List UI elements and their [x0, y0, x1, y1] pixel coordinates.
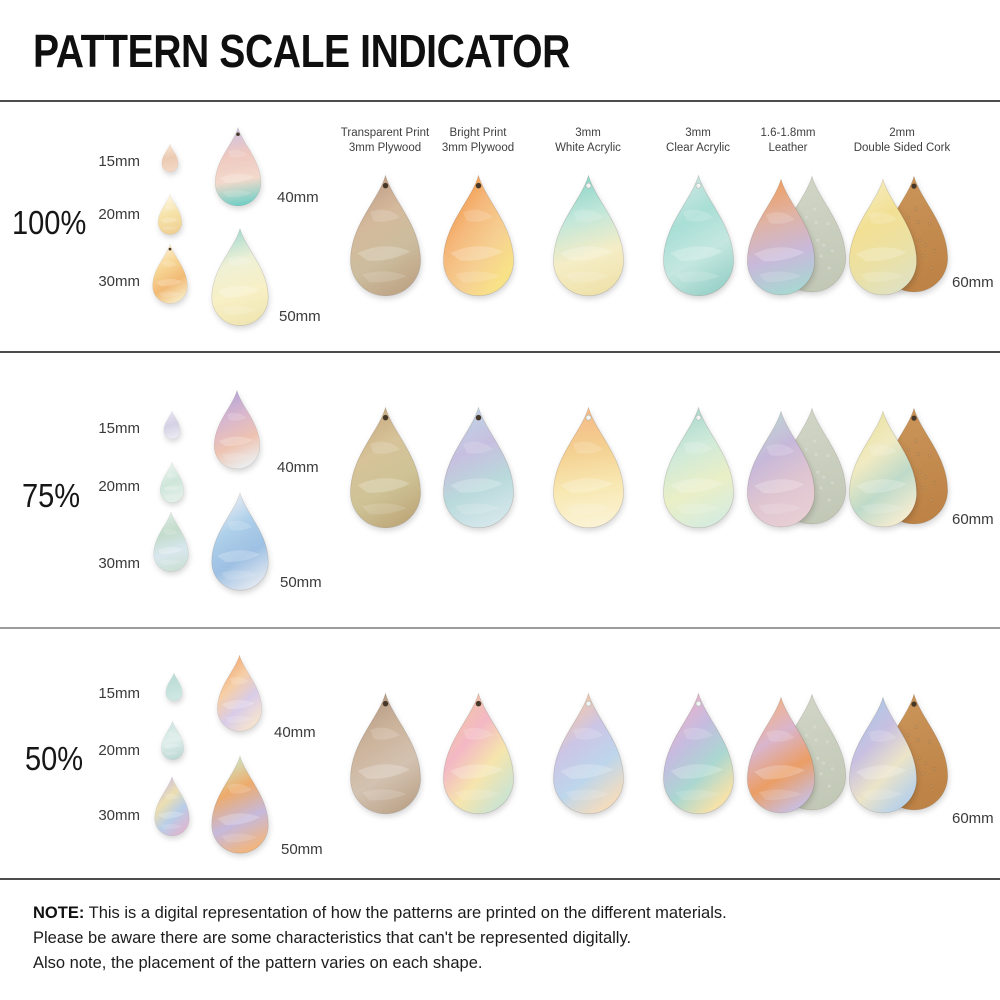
material-header-line1: Transparent Print [340, 127, 430, 139]
drop-double-sided-cork [849, 696, 917, 814]
size-label-40mm: 40mm [277, 459, 319, 476]
material-header-5: 2mm Double Sided Cork [817, 126, 987, 156]
material-header-line2: Leather [768, 142, 808, 154]
drop-50mm-sample [211, 227, 269, 326]
size-label-60mm: 60mm [952, 810, 994, 827]
material-header-line1: Bright Print [449, 127, 507, 139]
size-label-60mm: 60mm [952, 274, 994, 291]
note-line-3: Also note, the placement of the pattern … [33, 954, 483, 972]
drop-20mm-sample [161, 720, 184, 760]
size-label-15mm: 15mm [98, 685, 140, 702]
drop-bright-print-plywood [443, 406, 514, 528]
size-label-60mm: 60mm [952, 511, 994, 528]
material-header-2: 3mm White Acrylic [503, 126, 673, 156]
drop-bright-print-plywood [443, 692, 514, 814]
page-title: PATTERN SCALE INDICATOR [33, 25, 570, 77]
divider-line [0, 627, 1000, 629]
drop-white-acrylic [553, 692, 624, 814]
size-label-20mm: 20mm [98, 478, 140, 495]
size-label-40mm: 40mm [274, 724, 316, 741]
material-header-line1: 1.6-1.8mm [760, 127, 816, 139]
drop-40mm-sample [217, 654, 262, 732]
material-header-line2: White Acrylic [555, 142, 621, 154]
divider-line [0, 351, 1000, 353]
material-header-3: 3mm Clear Acrylic [613, 126, 783, 156]
scale-percent-label: 100% [12, 204, 87, 241]
drop-double-sided-cork [849, 410, 917, 528]
drop-transparent-print-plywood [350, 174, 421, 296]
drop-leather [747, 178, 815, 296]
material-header-4: 1.6-1.8mm Leather [703, 126, 873, 156]
material-header-line2: Clear Acrylic [666, 142, 730, 154]
note-label: NOTE: [33, 904, 85, 922]
drop-clear-acrylic [663, 174, 734, 296]
drop-15mm-sample [161, 143, 179, 172]
material-header-line1: 3mm [685, 127, 711, 139]
note-block: NOTE: This is a digital representation o… [33, 901, 727, 976]
drop-15mm-sample [165, 672, 183, 701]
size-label-20mm: 20mm [98, 742, 140, 759]
drop-50mm-sample [211, 492, 269, 591]
size-label-15mm: 15mm [98, 420, 140, 437]
scale-percent-label: 50% [25, 740, 84, 777]
drop-30mm-sample [152, 243, 188, 304]
drop-double-sided-cork [849, 178, 917, 296]
material-header-1: Bright Print 3mm Plywood [393, 126, 563, 156]
drop-white-acrylic [553, 174, 624, 296]
size-label-30mm: 30mm [98, 555, 140, 572]
drop-transparent-print-plywood [350, 406, 421, 528]
drop-leather [747, 696, 815, 814]
material-header-line2: Double Sided Cork [853, 142, 951, 154]
scale-percent-label: 75% [22, 477, 81, 514]
drop-50mm-sample [211, 755, 269, 854]
drop-40mm-sample [214, 126, 262, 207]
size-label-20mm: 20mm [98, 206, 140, 223]
size-label-15mm: 15mm [98, 153, 140, 170]
size-label-50mm: 50mm [280, 574, 322, 591]
divider-line [0, 100, 1000, 102]
drop-40mm-sample [213, 389, 261, 470]
drop-20mm-sample [160, 461, 184, 503]
drop-30mm-sample [154, 776, 190, 837]
drop-20mm-sample [158, 193, 182, 235]
material-header-line1: 3mm [575, 127, 601, 139]
drop-bright-print-plywood [443, 174, 514, 296]
size-label-50mm: 50mm [281, 841, 323, 858]
drop-15mm-sample [163, 410, 181, 439]
size-label-30mm: 30mm [98, 807, 140, 824]
note-text-1: This is a digital representation of how … [88, 904, 727, 922]
drop-white-acrylic [553, 406, 624, 528]
size-label-30mm: 30mm [98, 273, 140, 290]
size-label-50mm: 50mm [279, 308, 321, 325]
drop-transparent-print-plywood [350, 692, 421, 814]
size-label-40mm: 40mm [277, 189, 319, 206]
drop-clear-acrylic [663, 692, 734, 814]
divider-line [0, 878, 1000, 880]
drop-leather [747, 410, 815, 528]
drop-clear-acrylic [663, 406, 734, 528]
material-header-line1: 2mm [889, 127, 915, 139]
drop-30mm-sample [153, 511, 189, 572]
note-line-2: Please be aware there are some character… [33, 929, 632, 947]
material-header-0: Transparent Print 3mm Plywood [300, 126, 470, 156]
note-line-1: NOTE: This is a digital representation o… [33, 901, 727, 926]
material-header-line2: 3mm Plywood [348, 142, 422, 154]
material-header-line2: 3mm Plywood [441, 142, 515, 154]
